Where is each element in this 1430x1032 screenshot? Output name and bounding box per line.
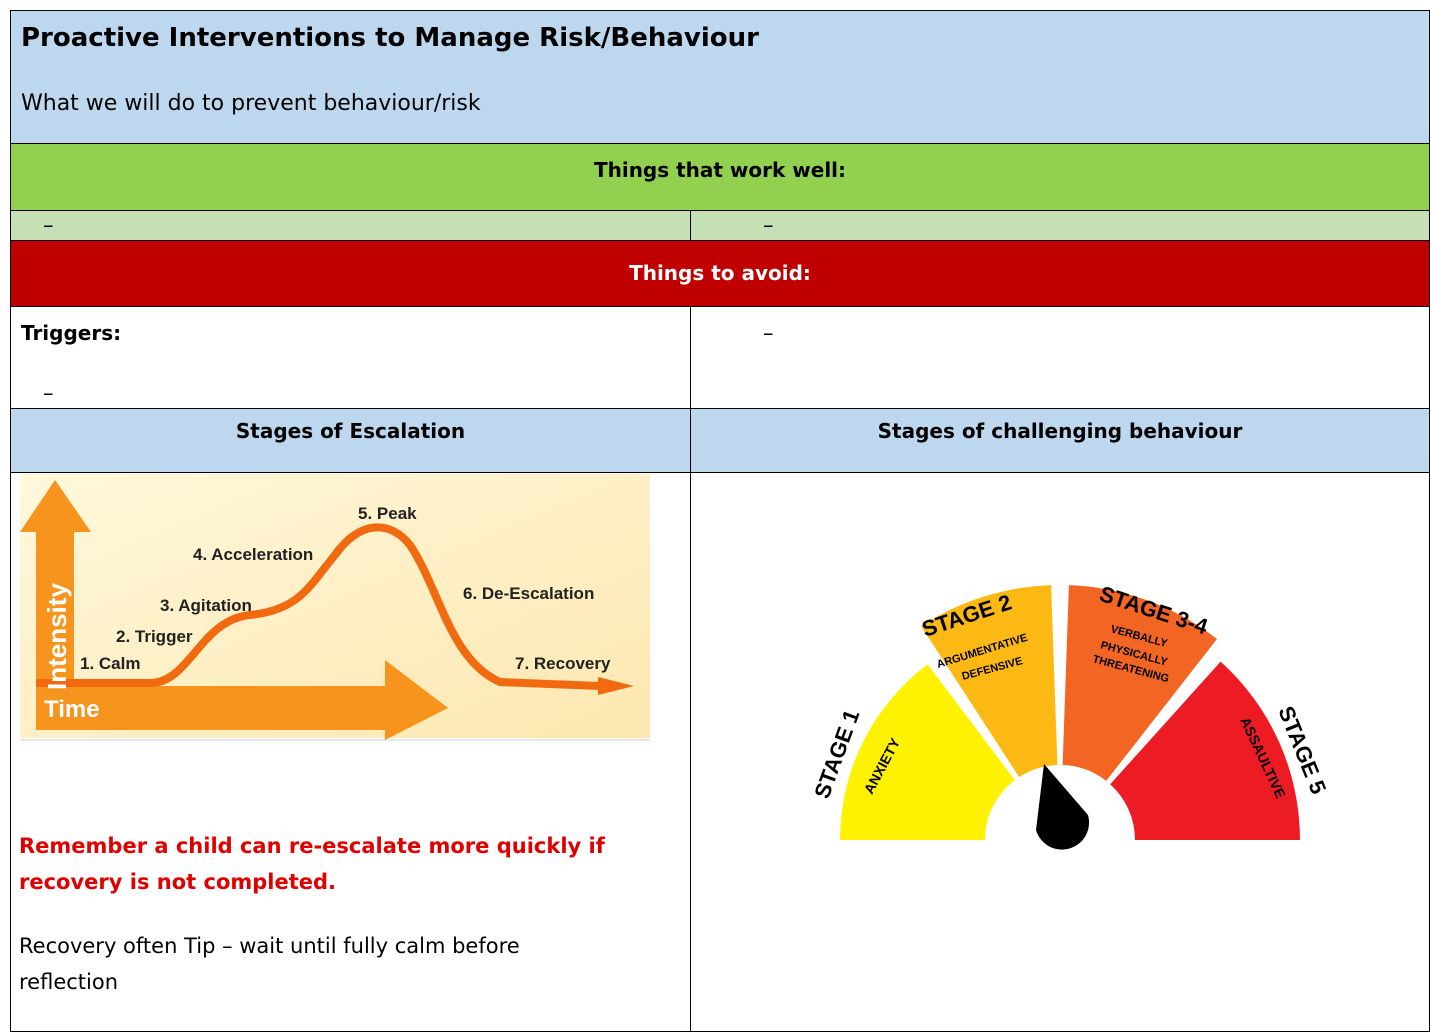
gauge-sector [1110,661,1301,840]
gauge-sector [840,664,1015,840]
stage-label: 4. Acceleration [193,545,313,564]
escalation-heading: Stages of Escalation [235,419,466,443]
x-arrow [36,686,391,730]
bullet: – [43,213,54,237]
challenging-heading: Stages of challenging behaviour [877,419,1243,443]
header-cell: Proactive Interventions to Manage Risk/B… [10,10,1430,144]
stage-label: 7. Recovery [515,654,611,673]
stage-label: 1. Calm [80,654,140,673]
y-axis-label: Intensity [42,583,72,690]
stages-header: Stages of Escalation [10,408,691,473]
x-axis-label: Time [44,696,100,723]
subtitle: What we will do to prevent behaviour/ris… [21,91,481,116]
stage-label: 5. Peak [358,504,417,523]
y-arrow [36,528,74,688]
bullet: – [763,213,774,237]
escalation-curve [36,523,601,690]
gauge-sector [1062,585,1217,781]
curve-arrowhead [598,677,634,695]
x-arrowhead [385,660,448,740]
title: Proactive Interventions to Manage Risk/B… [21,23,759,53]
warning: Remember a child can re-escalate more qu… [19,834,605,894]
bullet: – [763,321,774,345]
stage-label: 6. De-Escalation [463,584,594,603]
bullet: – [43,381,54,405]
gauge: STAGE 1 ANXIETY STAGE 2 ARGUMENTATIVE DE… [809,581,1331,850]
y-arrowhead [20,480,91,532]
gauge-sector [921,585,1058,778]
stages-header: Stages of challenging behaviour [690,408,1430,473]
tip: Recovery often Tip – wait until fully ca… [19,934,520,994]
triggers-label: Triggers: [21,321,122,345]
avoid-header: Things to avoid: [10,240,1430,307]
stage-label: 3. Agitation [160,596,252,615]
avoid-heading: Things to avoid: [629,261,811,285]
gauge-needle [1036,764,1090,850]
escalation-diagram: Intensity Time 1. Calm 2. Trigger 3. Agi… [20,474,650,741]
work-well-heading: Things that work well: [593,158,847,182]
stage-label: 2. Trigger [116,627,193,646]
work-well-header: Things that work well: [10,143,1430,211]
